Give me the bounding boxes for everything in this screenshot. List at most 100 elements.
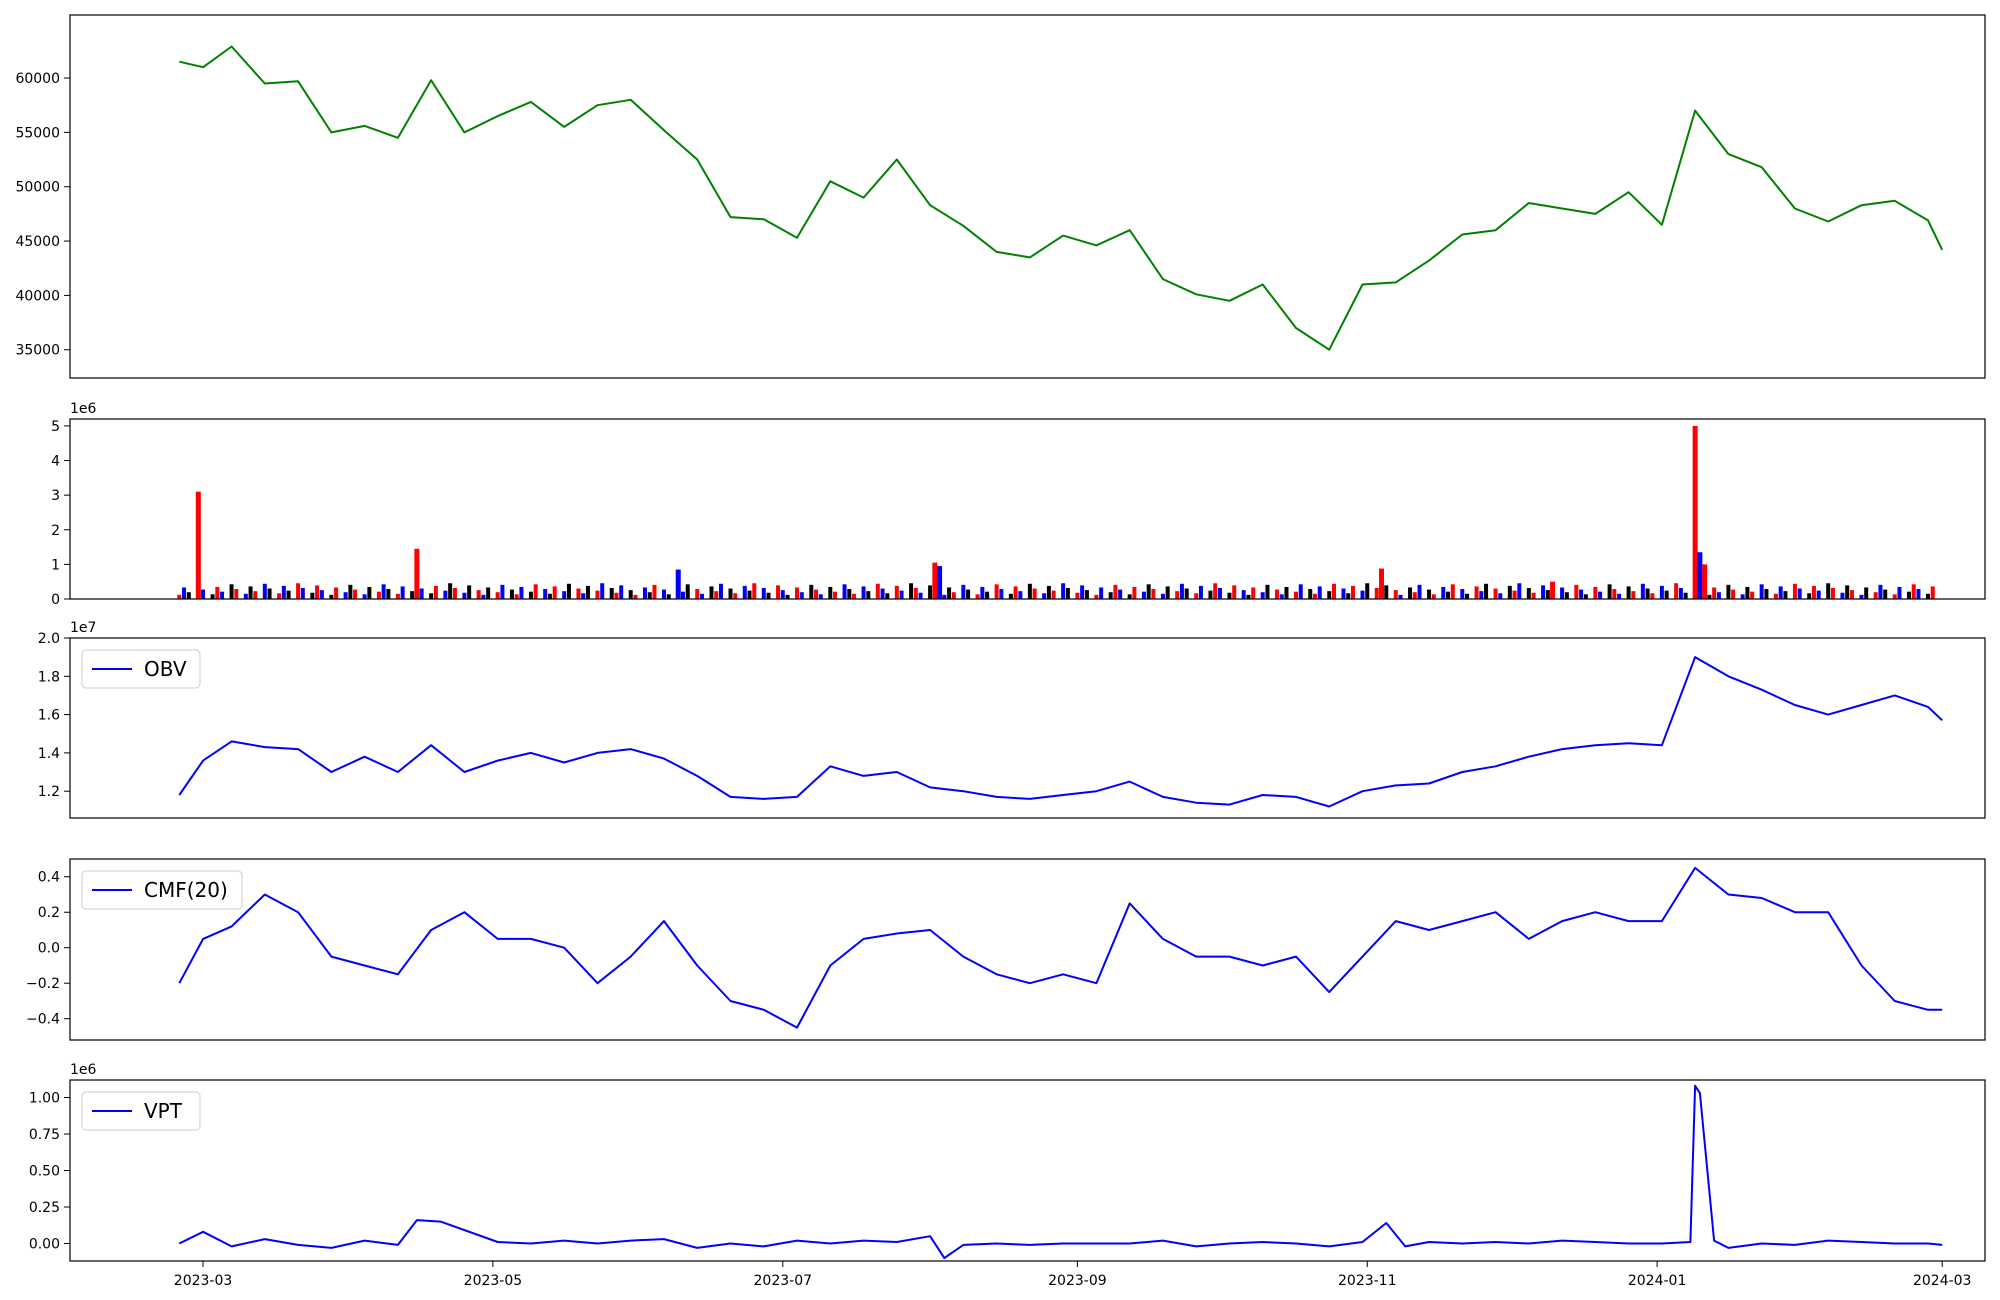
volume-bar [210,594,215,599]
volume-bar [562,591,567,599]
volume-bar [1474,586,1479,599]
volume-bar-peak [195,491,201,599]
volume-bar [381,584,386,599]
y-tick-label: −0.2 [26,976,60,992]
volume-bar [1531,592,1536,599]
volume-bar [994,584,999,599]
axis-scale-label: 1e7 [70,620,96,636]
volume-bar [728,588,733,599]
volume-bar [300,587,305,599]
y-tick-label: 0.00 [29,1236,60,1252]
volume-bar-peak [1702,564,1708,599]
volume-bar [1151,589,1156,599]
volume-bar [1617,593,1622,599]
volume-bar [1631,591,1636,599]
volume-bar [633,594,638,599]
x-tick-label: 2024-03 [1913,1273,1972,1289]
volume-bar [1046,585,1051,599]
volume-bar [243,593,248,599]
volume-bar [1431,594,1436,599]
series-line-CMF(20) [178,866,1943,1029]
volume-bar [1084,590,1089,599]
volume-bar [547,593,552,599]
volume-bar [980,586,985,599]
volume-bar [814,589,819,599]
volume-bar [918,592,923,599]
volume-bar [809,584,814,599]
y-tick-label: 1.6 [38,708,60,724]
volume-bar [619,585,624,599]
volume-bar [1427,589,1432,599]
volume-bar [1849,590,1854,599]
y-tick-label: 50000 [15,180,60,196]
volume-bar [576,588,581,599]
volume-bar [833,591,838,599]
volume-bar [1165,586,1170,599]
volume-bar [1583,594,1588,599]
volume-bar [852,593,857,599]
volume-bar [947,587,952,599]
volume-bar [1160,593,1165,599]
volume-bar [1731,589,1736,599]
volume-bar [1075,592,1080,599]
volume-bar [362,594,367,599]
volume-bar [719,583,724,599]
volume-bar [1141,591,1146,599]
volume-bar [429,593,434,599]
volume-bar [1042,593,1047,599]
axes-frame [69,1079,1986,1262]
volume-bar [1897,586,1902,599]
volume-bar [419,588,424,599]
volume-bar [1845,585,1850,599]
volume-bar [761,587,766,599]
volume-bar [1251,587,1256,599]
volume-bar [329,594,334,599]
volume-bar [1308,589,1313,599]
volume-bar [1545,590,1550,599]
volume-bar [1127,594,1132,599]
volume-bar [500,584,505,599]
y-tick-label: 0.2 [38,905,60,921]
volume-bar [600,583,605,599]
volume-bar [1446,591,1451,599]
volume-bar [310,592,315,599]
volume-bar [1826,583,1831,599]
volume-bar [1317,586,1322,599]
x-tick-label: 2024-01 [1628,1273,1687,1289]
volume-bar [395,593,400,599]
volume-bar [296,583,301,599]
volume-bar [747,590,752,599]
volume-bar [1393,590,1398,599]
volume-bar [286,590,291,599]
volume-bar [495,592,500,599]
volume-bar [1365,583,1370,599]
volume-bar [666,594,671,599]
volume-bar [1916,589,1921,599]
y-tick-label: 55000 [15,125,60,141]
volume-bar [277,593,282,599]
volume-bar [229,584,234,599]
volume-bar [262,583,267,599]
volume-bar [1331,583,1336,599]
obv-panel: 1.2 1.4 1.6 1.8 2.0 1e7 OBV [38,620,1986,819]
volume-bar [1398,594,1403,599]
cmf-panel: −0.4 −0.2 0.0 0.2 0.4 CMF(20) [26,858,1986,1041]
series-line-OBV [178,656,1943,808]
volume-bar [928,585,933,599]
volume-bar [1441,586,1446,599]
volume-bar [386,589,391,599]
volume-bar [1560,587,1565,599]
volume-bar [1484,583,1489,599]
volume-bar [1883,589,1888,599]
volume-bar [1683,592,1688,599]
volume-panel: 0 1 2 3 4 5 1e6 [51,401,1986,608]
volume-bar [1284,586,1289,599]
volume-bar [1374,587,1379,599]
volume-bar [1360,590,1365,599]
volume-bar [220,591,225,599]
volume-bar [1198,585,1203,599]
volume-bar [1008,593,1013,599]
y-tick-label: 60000 [15,71,60,87]
volume-bar [1341,588,1346,599]
